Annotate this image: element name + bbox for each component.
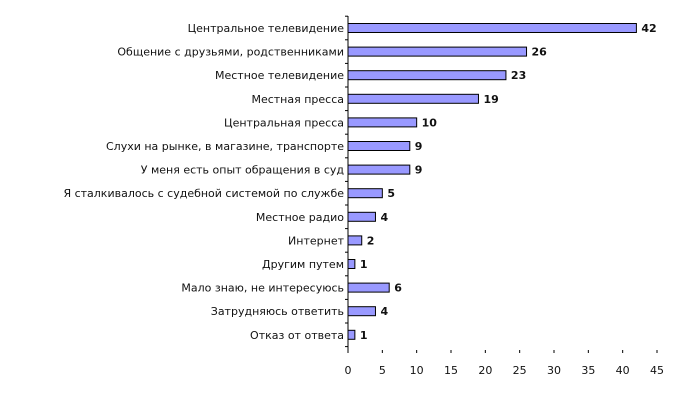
- x-tick-label-2: 10: [410, 364, 424, 377]
- bar-10: [347, 259, 356, 269]
- value-label-10: 1: [360, 258, 368, 271]
- bar-0: [347, 23, 637, 33]
- category-label-2: Местное телевидение: [215, 69, 344, 82]
- bar-1: [347, 46, 528, 57]
- value-label-13: 1: [360, 329, 368, 342]
- bar-3: [347, 93, 479, 104]
- value-label-9: 2: [367, 234, 375, 247]
- value-label-0: 42: [641, 22, 656, 35]
- category-label-10: Другим путем: [262, 258, 344, 271]
- category-labels-group: Центральное телевидение Общение с друзьям…: [63, 22, 344, 342]
- bar-12: [347, 306, 376, 317]
- x-tick-label-7: 35: [581, 364, 595, 377]
- bar-13: [347, 329, 356, 340]
- category-label-11: Мало знаю, не интересуюсь: [181, 282, 344, 295]
- x-tick-label-8: 40: [616, 364, 630, 377]
- category-label-8: Местное радио: [256, 211, 344, 224]
- category-label-4: Центральная пресса: [224, 116, 344, 129]
- bar-4: [347, 117, 418, 128]
- value-label-12: 4: [380, 305, 388, 318]
- x-tick-label-0: 0: [345, 364, 352, 377]
- bar-11: [347, 282, 390, 293]
- bar-6: [347, 164, 411, 175]
- value-label-1: 26: [532, 46, 548, 59]
- value-label-11: 6: [394, 282, 402, 295]
- x-tick-label-5: 25: [513, 364, 527, 377]
- bar-7: [347, 188, 383, 199]
- value-label-3: 19: [483, 93, 498, 106]
- category-label-1: Общение с друзьями, родственниками: [117, 46, 344, 59]
- value-label-6: 9: [415, 164, 423, 177]
- category-label-7: Я сталкивалось с судебной системой по сл…: [63, 187, 344, 200]
- category-label-3: Местная пресса: [251, 93, 344, 106]
- value-label-2: 23: [511, 69, 526, 82]
- value-label-7: 5: [387, 187, 395, 200]
- x-tick-label-1: 5: [379, 364, 386, 377]
- category-label-9: Интернет: [288, 234, 345, 247]
- x-tick-label-3: 15: [444, 364, 458, 377]
- x-tick-label-9: 45: [650, 364, 664, 377]
- category-label-13: Отказ от ответа: [250, 329, 344, 342]
- x-tick-label-6: 30: [547, 364, 561, 377]
- value-label-4: 10: [422, 116, 438, 129]
- category-label-0: Центральное телевидение: [188, 22, 345, 35]
- bar-9: [347, 235, 363, 246]
- bars-group: [347, 23, 637, 340]
- category-label-5: Слухи на рынке, в магазине, транспорте: [106, 140, 344, 153]
- value-label-5: 9: [415, 140, 423, 153]
- bar-8: [347, 211, 376, 222]
- category-label-12: Затрудняюсь ответить: [211, 305, 344, 318]
- bar-2: [347, 70, 507, 81]
- x-axis: 0 5 10 15 20 25 30 35 40 45: [345, 15, 664, 377]
- x-tick-label-4: 20: [478, 364, 492, 377]
- bar-5: [347, 141, 411, 151]
- category-label-6: У меня есть опыт обращения в суд: [141, 164, 345, 177]
- value-label-8: 4: [380, 211, 388, 224]
